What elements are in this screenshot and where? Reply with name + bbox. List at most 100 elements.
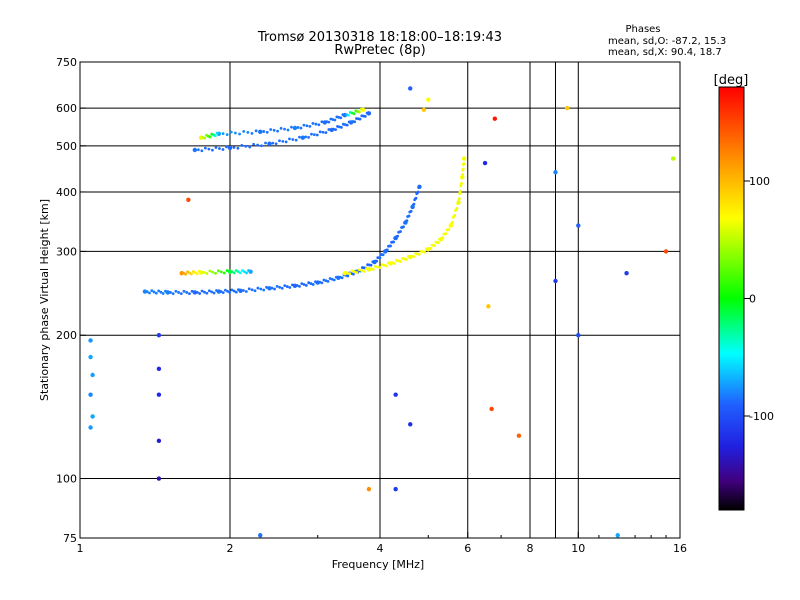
trace-fill-point	[230, 270, 234, 274]
data-point	[516, 433, 522, 438]
trace-fill-point	[262, 130, 266, 133]
trace-fill-point	[288, 286, 292, 289]
trace-fill-point	[389, 244, 392, 248]
trace-fill-point	[188, 292, 191, 296]
trace-fill-point	[448, 224, 452, 228]
trace-fill-point	[225, 269, 229, 272]
trace-fill-point	[275, 284, 279, 288]
trace-fill-point	[179, 292, 183, 296]
trace-fill-point	[205, 272, 209, 275]
data-point	[426, 97, 431, 102]
trace-fill-point	[312, 133, 316, 136]
trace-fill-point	[414, 196, 418, 200]
trace-fill-point	[225, 145, 228, 149]
data-point	[366, 486, 372, 492]
data-point	[267, 286, 272, 291]
trace-fill-point	[203, 290, 206, 294]
colorbar-tick-label: 0	[749, 293, 756, 306]
trace-fill-point	[310, 132, 313, 136]
trace-fill-point	[253, 289, 257, 293]
trace-fill-point	[405, 219, 409, 223]
x-tick-label: 1	[77, 542, 84, 555]
trace-fill-point	[274, 142, 278, 146]
data-point	[88, 425, 93, 430]
colorbar: [deg] 100 0 -100	[714, 73, 774, 511]
trace-fill-point	[320, 281, 324, 285]
y-tick-label: 750	[56, 56, 77, 69]
trace-fill-point	[327, 120, 331, 124]
trace-fill-point	[236, 288, 240, 292]
data-point	[553, 278, 558, 284]
trace-fill-point	[318, 130, 322, 134]
trace-fill-point	[290, 283, 294, 287]
trace-fill-point	[429, 247, 433, 250]
y-tick-label: 500	[56, 140, 77, 153]
trace-fill-point	[320, 120, 324, 124]
trace-fill-point	[262, 288, 266, 292]
trace-fill-point	[215, 131, 219, 135]
trace-fill-point	[215, 289, 218, 292]
trace-fill-point	[214, 146, 218, 149]
data-point	[421, 107, 427, 113]
trace-fill-point	[393, 236, 397, 240]
trace-fill-point	[290, 125, 293, 129]
trace-fill-point	[416, 190, 420, 194]
trace-fill-point	[246, 131, 250, 134]
data-points	[88, 86, 676, 538]
trace-fill-point	[240, 269, 244, 272]
data-point	[393, 486, 398, 492]
colorbar-label: [deg]	[714, 73, 749, 88]
trace-fill-point	[433, 244, 436, 247]
trace-fill-point	[185, 291, 189, 294]
trace-fill-point	[208, 269, 212, 273]
trace-fill-point	[269, 128, 273, 131]
trace-fill-point	[207, 289, 211, 293]
trace-fill-point	[302, 123, 306, 127]
trace-fill-point	[358, 117, 362, 121]
trace-fill-point	[315, 133, 319, 137]
trace-fill-point	[393, 261, 396, 265]
trace-fill-point	[286, 128, 290, 132]
trace-fill-point	[157, 289, 161, 293]
trace-fill-point	[279, 126, 283, 130]
trace-fill-point	[284, 140, 288, 144]
trace-fill-point	[265, 130, 269, 134]
data-point	[267, 141, 272, 146]
trace-fill-point	[444, 232, 448, 236]
trace-fill-point	[358, 110, 361, 114]
data-point	[292, 283, 298, 289]
chart-title: Tromsø 20130318 18:18:00–18:19:43	[257, 30, 502, 45]
trace-fill-point	[417, 252, 421, 256]
trace-fill-point	[190, 272, 193, 276]
trace-fill-point	[399, 260, 402, 263]
data-point	[408, 86, 413, 91]
trace-fill-point	[298, 284, 301, 288]
trace-fill-point	[222, 271, 226, 275]
data-point	[408, 422, 413, 427]
trace-fill-point	[298, 135, 301, 139]
trace-fill-point	[184, 272, 187, 276]
trace-fill-point	[219, 270, 223, 274]
trace-5	[198, 107, 366, 140]
trace-fill-point	[228, 290, 232, 294]
phase-stats: Phases mean, sd,O: -87.2, 15.3 mean, sd,…	[608, 24, 726, 58]
data-point	[156, 438, 162, 444]
trace-3	[342, 156, 467, 276]
trace-fill-point	[226, 289, 229, 293]
trace-fill-point	[296, 126, 300, 129]
trace-fill-point	[334, 128, 337, 132]
trace-fill-point	[161, 292, 165, 295]
trace-fill-point	[195, 272, 199, 276]
trace-fill-point	[382, 249, 386, 253]
data-point	[486, 304, 491, 309]
trace-6	[88, 86, 676, 538]
data-point	[564, 105, 570, 111]
x-tick-label: 4	[377, 542, 384, 555]
x-tick-label: 2	[227, 542, 234, 555]
trace-fill-point	[382, 263, 386, 267]
trace-fill-point	[357, 268, 361, 272]
trace-fill-point	[353, 120, 357, 124]
trace-fill-point	[276, 129, 279, 133]
phase-stats-x: mean, sd,X: 90.4, 18.7	[608, 47, 722, 58]
x-tick-label: 16	[673, 542, 687, 555]
